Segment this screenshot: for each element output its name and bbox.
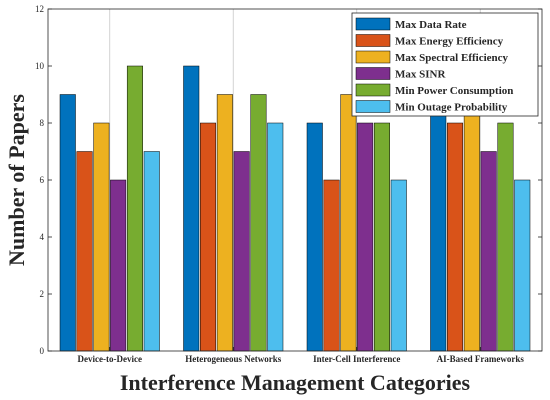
legend: Max Data Rate Max Energy Efficiency Max Sp… [351,12,539,117]
legend-label: Min Outage Probability [395,102,508,114]
legend-swatch [355,34,391,47]
bar [59,94,76,352]
bar [183,65,200,352]
bar [447,122,464,352]
x-tick-label: Inter-Cell Interference [313,354,400,364]
bar [480,151,497,352]
bar [200,122,217,352]
bar [357,122,374,352]
y-tick-label: 6 [40,175,45,185]
x-axis: Device-to-Device Heterogeneous Networks In… [78,347,525,364]
y-axis: 0 2 4 6 8 10 12 [35,4,542,356]
y-tick-label: 2 [40,289,45,299]
legend-label: Max Data Rate [395,19,467,31]
x-tick-label: Device-to-Device [78,354,142,364]
legend-swatch [355,67,391,80]
y-tick-label: 4 [40,232,45,242]
bar [340,94,357,352]
y-tick-label: 8 [40,118,45,128]
y-tick-label: 0 [40,346,45,356]
bars-group [59,65,531,352]
bar [463,94,480,352]
bar [390,179,407,352]
legend-swatch [355,50,391,64]
legend-swatch [355,17,391,31]
bar [267,122,284,352]
legend-label: Max SINR [395,69,446,81]
y-tick-label: 12 [35,4,44,14]
bar [93,122,110,352]
y-tick-label: 10 [35,61,45,71]
bar [76,151,93,352]
y-axis-title: Number of Papers [4,94,29,266]
legend-swatch [355,83,391,97]
bar [306,122,323,352]
legend-label: Min Power Consumption [395,85,513,97]
legend-label: Max Energy Efficiency [395,36,504,48]
bar [497,122,514,352]
bar [126,65,143,352]
bar [323,179,340,352]
legend-label: Max Spectral Efficiency [395,52,509,64]
bar [373,122,390,352]
x-tick-label: AI-Based Frameworks [437,354,525,364]
bar [216,94,233,352]
bar [233,151,250,352]
bar [143,151,160,352]
bar [110,179,127,352]
x-axis-title: Interference Management Categories [120,370,471,395]
legend-swatch [355,100,391,113]
bar [514,179,531,352]
bar [250,94,267,352]
bar [430,94,447,352]
x-tick-label: Heterogeneous Networks [185,354,282,364]
